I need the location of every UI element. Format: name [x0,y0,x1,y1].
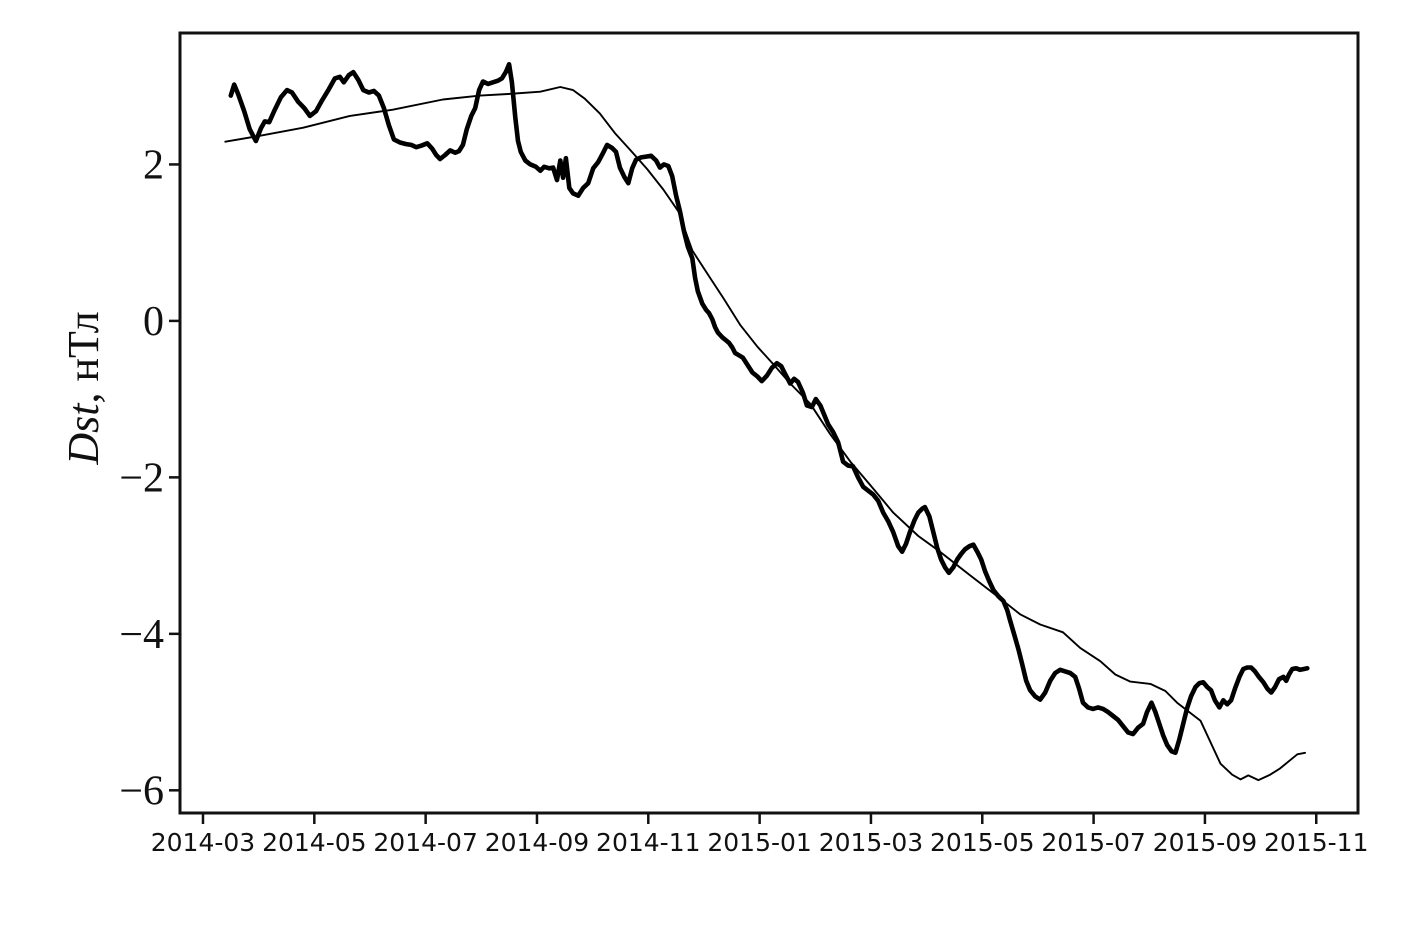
y-tick-label: 0 [143,299,164,345]
x-tick-label: 2015-03 [819,828,923,857]
y-tick-label: −6 [119,768,164,814]
y-tick-label: 2 [143,142,164,188]
x-tick-label: 2014-07 [373,828,477,857]
y-tick-label: −2 [119,455,164,501]
plot-frame [178,31,1360,815]
y-tick-label: −4 [119,612,164,658]
y-axis-label: Dst, нТл [59,311,108,465]
plot-area: 2014-03 2014-05 2014-07 2014-09 2014-11 2015-… [59,31,1368,857]
x-tick-label: 2015-09 [1153,828,1257,857]
x-tick-label: 2015-05 [930,828,1034,857]
x-tick-label: 2014-05 [262,828,366,857]
dst-smoothed-trend-line [224,86,1307,782]
x-tick-label: 2015-01 [707,828,811,857]
dst-observed-line [228,62,1310,756]
x-tick-label: 2015-07 [1041,828,1145,857]
x-tick-label: 2014-11 [596,828,700,857]
x-tick-label: 2014-09 [485,828,589,857]
x-tick-label: 2014-03 [151,828,255,857]
x-tick-label: 2015-11 [1264,828,1368,857]
